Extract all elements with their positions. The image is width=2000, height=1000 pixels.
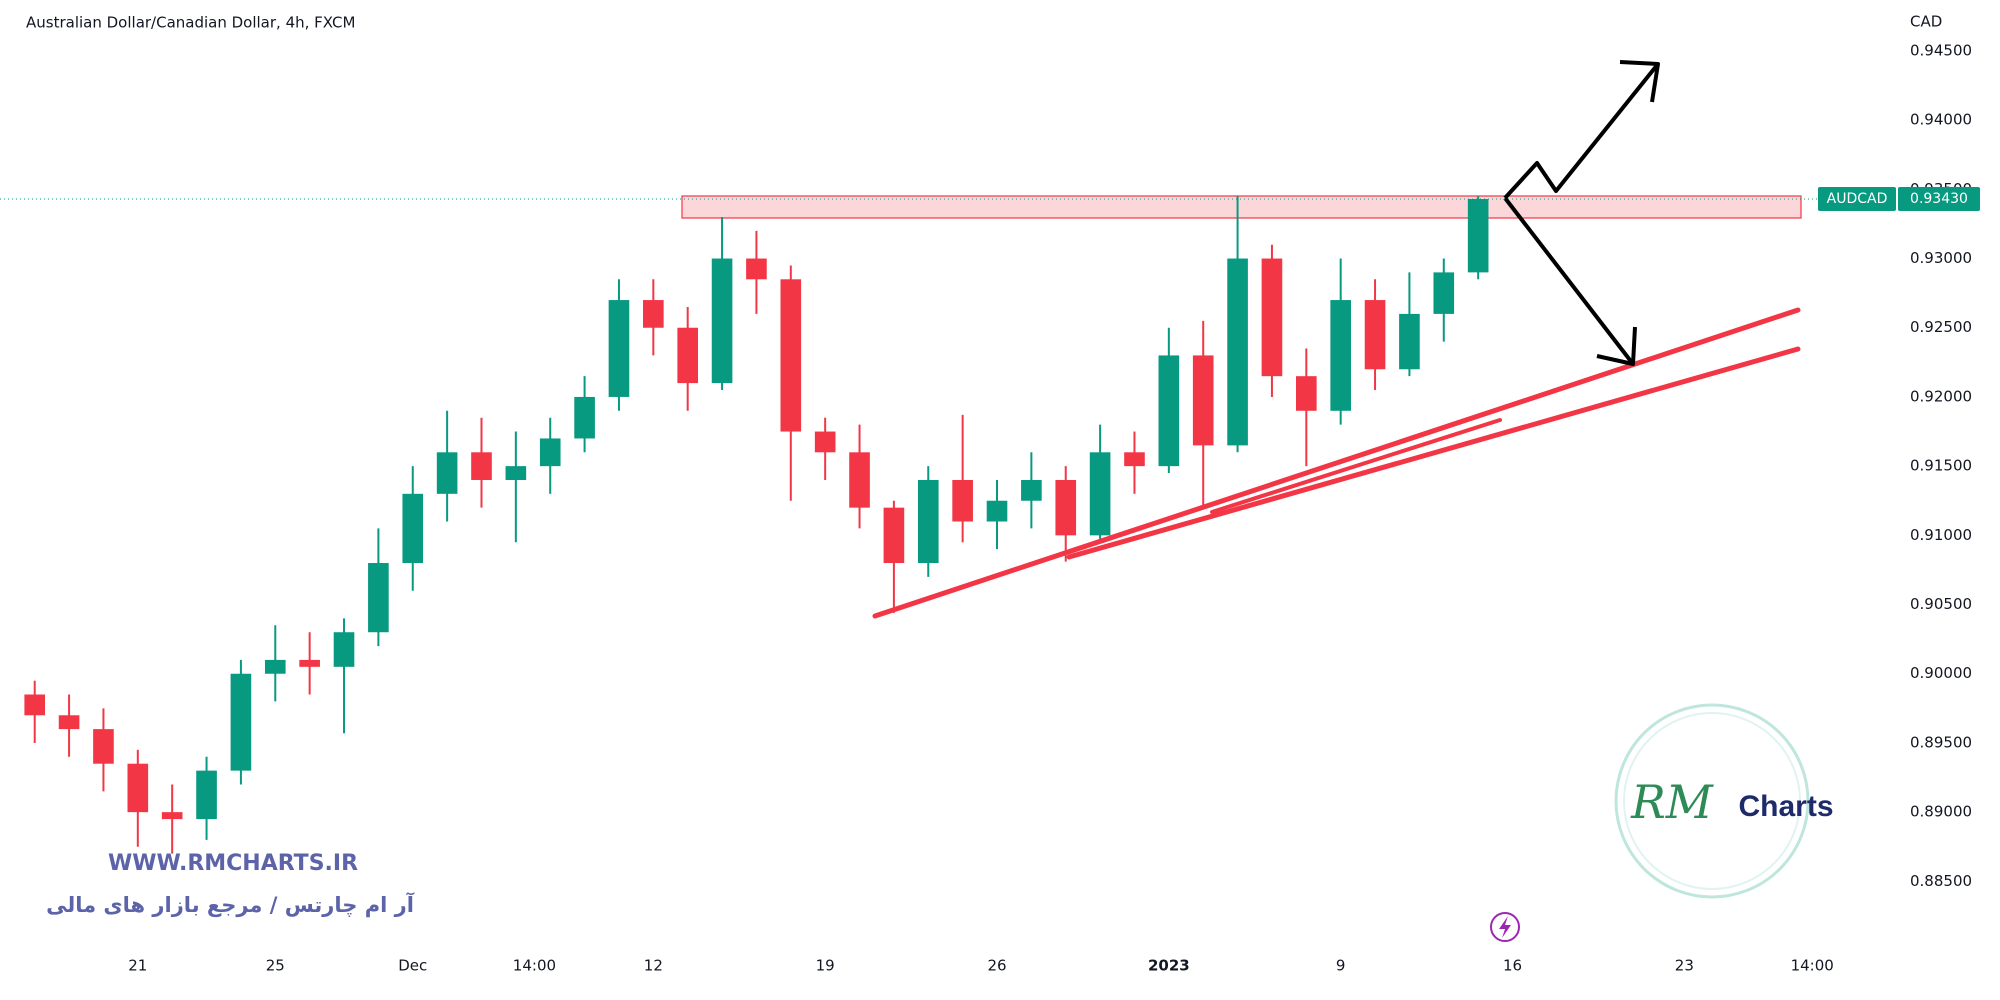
symbol-tag <box>1818 187 1896 212</box>
x-tick-label: Dec <box>398 957 427 975</box>
candle-body <box>1330 300 1351 411</box>
candle-body <box>58 715 80 730</box>
candle-body <box>93 729 114 764</box>
last-price-label: 0.93430 <box>1910 191 1968 207</box>
watermark-tagline: آر ام چارتس / مرجع بازار های مالی <box>46 892 415 917</box>
trend-line <box>1210 418 1502 514</box>
y-tick-label: 0.91500 <box>1910 457 1972 475</box>
candle-body <box>643 300 664 328</box>
candle-body <box>368 563 389 633</box>
logo-ring <box>1614 703 1810 899</box>
candle-body <box>1296 376 1317 411</box>
x-tick-label: 12 <box>644 957 663 975</box>
candle-body <box>505 466 527 480</box>
candle-body <box>1192 355 1214 446</box>
watermark-site: WWW.RMCHARTS.IR <box>108 851 358 876</box>
grid-layer <box>0 50 1894 882</box>
y-tick-label: 0.93000 <box>1910 249 1972 267</box>
candle-body <box>1227 258 1248 446</box>
x-tick-label: 9 <box>1336 957 1346 975</box>
events-icon-bolt <box>1499 916 1511 938</box>
y-tick-label: 0.90000 <box>1910 664 1972 682</box>
y-tick-label: 0.89500 <box>1910 733 1972 751</box>
y-tick-label: 0.94500 <box>1910 41 1972 59</box>
x-tick-label: 14:00 <box>1791 957 1834 975</box>
candle-body <box>196 770 217 820</box>
x-tick-label: 26 <box>987 957 1006 975</box>
candle-body <box>402 493 424 564</box>
candle-body <box>574 396 595 439</box>
candle-body <box>299 659 320 667</box>
candle-body <box>986 500 1008 522</box>
candle-body <box>1124 452 1145 467</box>
arrow-head <box>1596 326 1637 366</box>
y-tick-label: 0.91000 <box>1910 526 1972 544</box>
candle-body <box>1433 272 1455 314</box>
y-tick-label: 0.88500 <box>1910 872 1972 890</box>
x-tick-label: 19 <box>816 957 835 975</box>
symbol-label: AUDCAD <box>1827 191 1888 207</box>
candle-body <box>1055 479 1077 536</box>
x-tick-label: 16 <box>1503 957 1522 975</box>
candle-body <box>746 258 767 280</box>
candle-body <box>1364 300 1386 370</box>
y-tick-label: 0.90500 <box>1910 595 1972 613</box>
candle-body <box>814 431 836 453</box>
candle-body <box>161 812 183 820</box>
logo-script: RM <box>1630 775 1715 829</box>
candle-body <box>24 694 46 716</box>
candle-body <box>780 279 802 432</box>
candle-body <box>917 479 939 564</box>
candle-body <box>471 452 492 480</box>
candle-body <box>230 673 252 771</box>
resistance-zone <box>681 195 1802 219</box>
candle-body <box>1467 199 1489 273</box>
arrow-head <box>1619 60 1660 103</box>
candle-body <box>539 438 561 467</box>
candle-layer <box>24 196 1489 854</box>
events-icon[interactable] <box>1490 912 1520 942</box>
y-tick-label: 0.94000 <box>1910 111 1972 129</box>
y-tick-label: 0.89000 <box>1910 803 1972 821</box>
y-tick-label: 0.92500 <box>1910 318 1972 336</box>
candle-body <box>1261 258 1283 377</box>
candle-body <box>677 327 699 384</box>
bearish-arrow <box>1503 196 1635 366</box>
candle-body <box>1399 313 1420 370</box>
currency-label: CAD <box>1910 13 1942 31</box>
x-tick-label: 14:00 <box>513 957 556 975</box>
candle-body <box>1089 452 1111 536</box>
x-tick-label: 25 <box>266 957 285 975</box>
candle-body <box>436 452 458 494</box>
bullish-arrow <box>1503 62 1660 200</box>
candle-body <box>711 258 733 384</box>
candle-body <box>333 632 355 667</box>
price-tag <box>1898 187 1980 212</box>
y-tick-label: 0.92000 <box>1910 387 1972 405</box>
logo-word: Charts <box>1738 790 1833 823</box>
candle-body <box>1158 355 1180 467</box>
label-layer: 0.88500 0.89000 0.89500 0.90000 0.90500 0.910… <box>0 41 1980 975</box>
candle-body <box>952 479 973 522</box>
x-tick-label: 21 <box>128 957 147 975</box>
candle-body <box>849 452 870 508</box>
trend-line <box>872 307 1801 619</box>
candle-body <box>127 763 149 813</box>
candle-body <box>883 507 905 564</box>
candle-body <box>1021 479 1042 501</box>
candle-body <box>608 300 630 397</box>
trend-line <box>1066 346 1801 560</box>
logo-ring <box>1623 712 1801 890</box>
chart-title: Australian Dollar/Canadian Dollar, 4h, F… <box>26 14 355 32</box>
candle-body <box>264 659 286 674</box>
x-tick-label: 23 <box>1675 957 1694 975</box>
x-tick-label: 2023 <box>1148 957 1190 975</box>
